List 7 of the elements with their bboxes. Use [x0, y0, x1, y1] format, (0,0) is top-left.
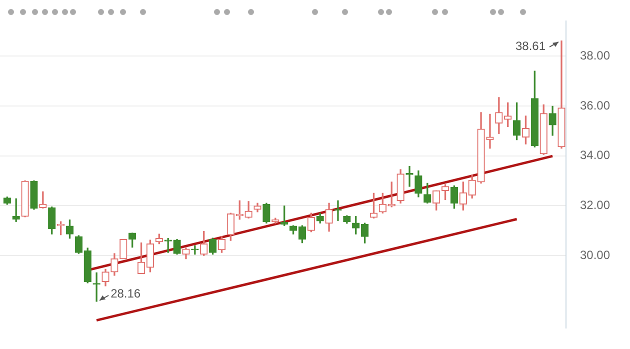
y-tick-label: 38.00: [580, 48, 610, 62]
y-tick-label: 36.00: [580, 98, 610, 112]
y-tick-label: 32.00: [580, 198, 610, 212]
annotation: 28.16: [110, 286, 141, 301]
annotation: 38.61: [515, 39, 546, 54]
y-tick-label: 30.00: [580, 248, 610, 262]
y-tick-label: 34.00: [580, 148, 610, 162]
